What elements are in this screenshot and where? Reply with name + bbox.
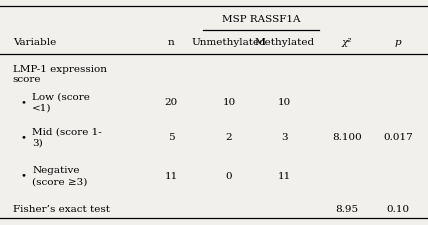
Text: p: p xyxy=(395,38,401,47)
Text: 20: 20 xyxy=(165,98,178,107)
Text: LMP-1 expression
score: LMP-1 expression score xyxy=(13,64,107,84)
Text: 8.95: 8.95 xyxy=(335,204,358,213)
Text: Low (score
<1): Low (score <1) xyxy=(32,92,90,112)
Text: Methylated: Methylated xyxy=(255,38,315,47)
Text: Fisher’s exact test: Fisher’s exact test xyxy=(13,204,110,213)
Text: Unmethylated: Unmethylated xyxy=(192,38,266,47)
Text: 0: 0 xyxy=(226,171,232,180)
Text: n: n xyxy=(168,38,175,47)
Text: MSP RASSF1A: MSP RASSF1A xyxy=(222,15,300,24)
Text: •: • xyxy=(21,171,27,180)
Text: •: • xyxy=(21,98,27,107)
Text: Negative
(score ≥3): Negative (score ≥3) xyxy=(32,166,87,185)
Text: Mid (score 1-
3): Mid (score 1- 3) xyxy=(32,127,102,147)
Text: Variable: Variable xyxy=(13,38,56,47)
Text: 3: 3 xyxy=(281,133,288,142)
Text: 5: 5 xyxy=(168,133,175,142)
Text: •: • xyxy=(21,133,27,142)
Text: 8.100: 8.100 xyxy=(332,133,362,142)
Text: 11: 11 xyxy=(278,171,291,180)
Text: χ²: χ² xyxy=(342,38,352,47)
Text: 2: 2 xyxy=(226,133,232,142)
Text: 0.017: 0.017 xyxy=(383,133,413,142)
Text: 10: 10 xyxy=(223,98,235,107)
Text: 0.10: 0.10 xyxy=(386,204,410,213)
Text: 10: 10 xyxy=(278,98,291,107)
Text: 11: 11 xyxy=(165,171,178,180)
